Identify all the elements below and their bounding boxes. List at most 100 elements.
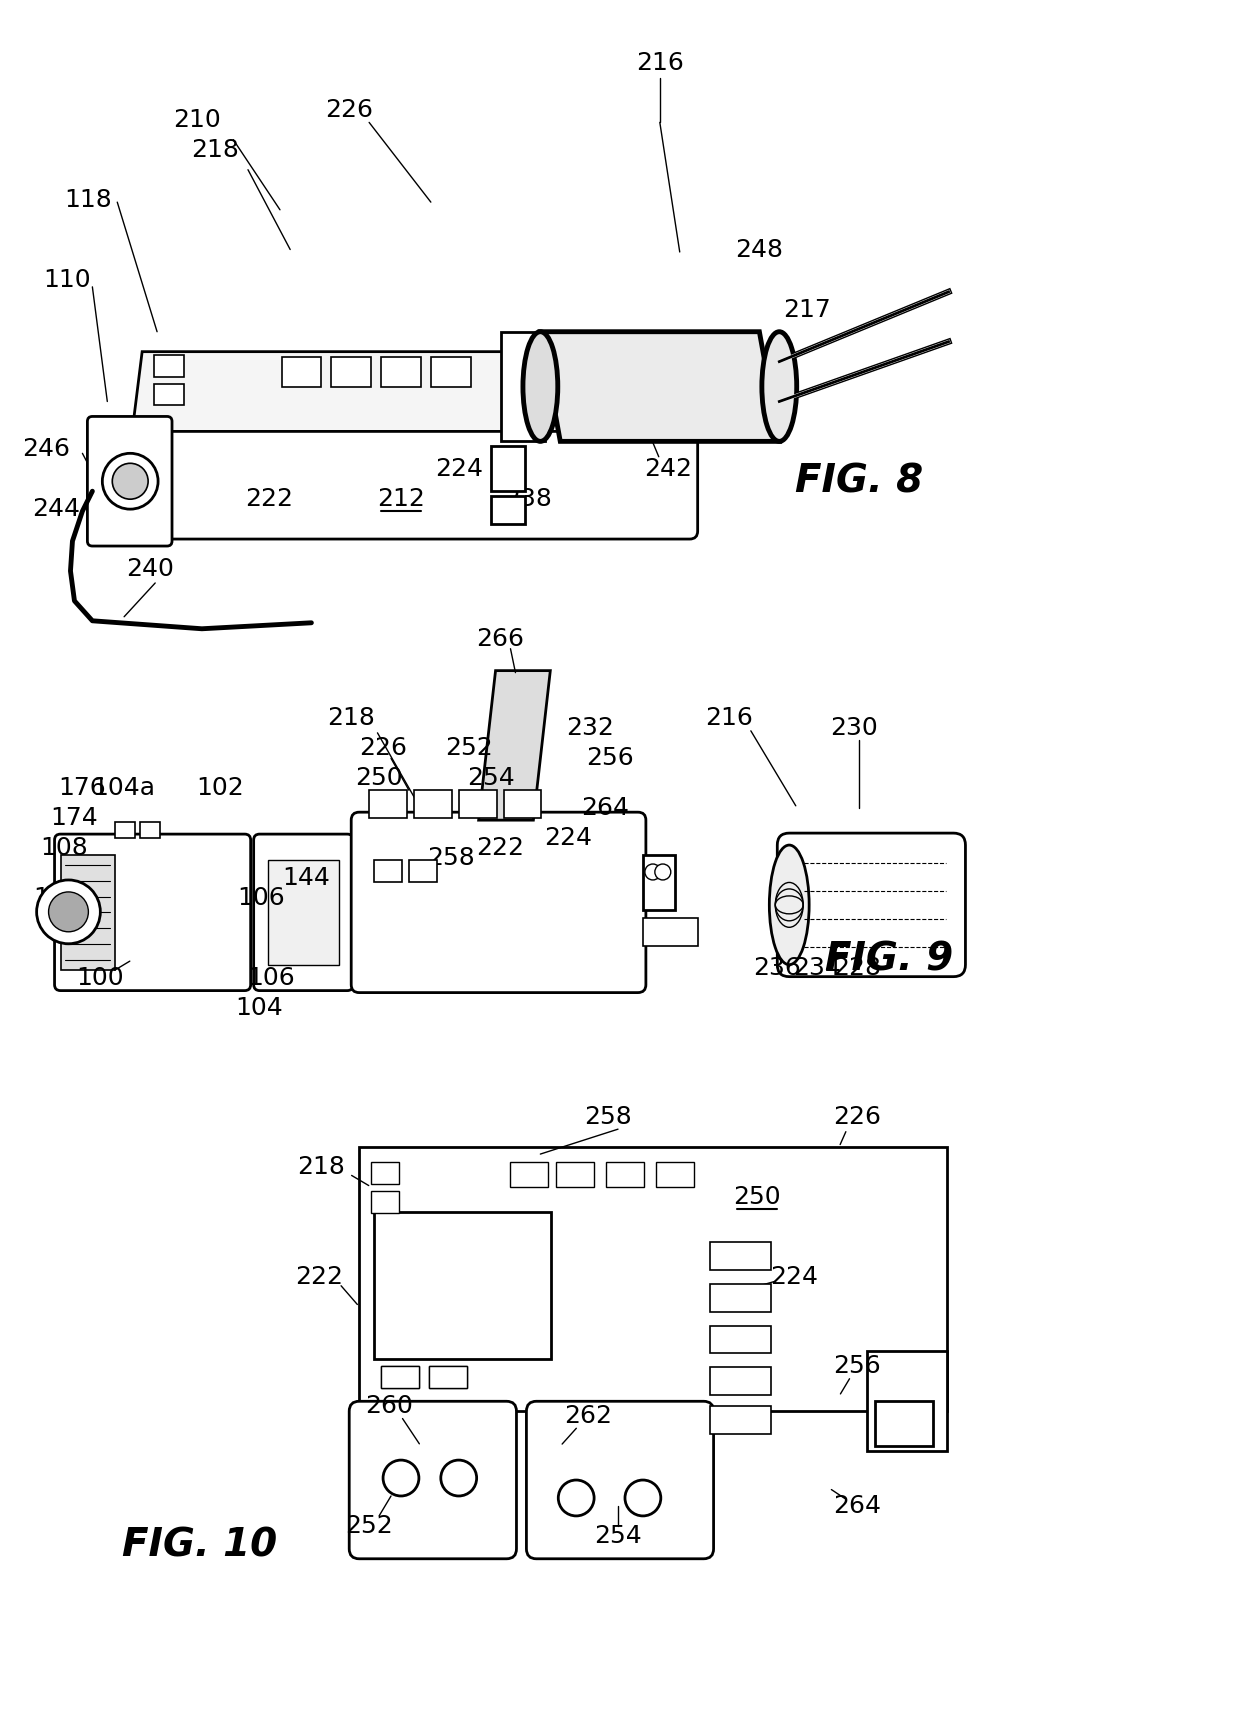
FancyBboxPatch shape — [350, 1401, 517, 1559]
Ellipse shape — [761, 331, 797, 442]
Text: 226: 226 — [833, 1105, 880, 1129]
Bar — [709, 1325, 771, 1354]
Text: 210: 210 — [174, 109, 221, 132]
Polygon shape — [133, 352, 600, 432]
Ellipse shape — [523, 331, 558, 442]
FancyBboxPatch shape — [124, 423, 698, 539]
Text: 250: 250 — [734, 1184, 781, 1209]
Text: 258: 258 — [584, 1105, 632, 1129]
Text: 176: 176 — [58, 777, 107, 801]
Text: 226: 226 — [325, 99, 373, 123]
Text: 100: 100 — [77, 966, 124, 990]
Text: 248: 248 — [735, 238, 784, 262]
Bar — [709, 1406, 771, 1434]
Bar — [491, 496, 526, 524]
Text: 216: 216 — [706, 706, 754, 730]
Text: 250: 250 — [356, 766, 403, 791]
Text: 262: 262 — [564, 1405, 613, 1429]
Bar — [374, 1212, 552, 1359]
Text: 244: 244 — [32, 498, 81, 522]
Bar — [429, 1366, 466, 1389]
Bar — [381, 1366, 419, 1389]
Text: 106: 106 — [238, 886, 285, 910]
Polygon shape — [479, 671, 551, 820]
Text: 230: 230 — [830, 716, 878, 740]
Bar — [511, 1162, 548, 1188]
Text: 224: 224 — [770, 1264, 818, 1288]
Bar — [281, 357, 321, 387]
Text: FIG. 10: FIG. 10 — [123, 1528, 278, 1564]
Circle shape — [645, 864, 661, 879]
Text: 218: 218 — [191, 139, 239, 163]
FancyBboxPatch shape — [777, 832, 966, 976]
Text: 224: 224 — [544, 825, 593, 850]
Text: 258: 258 — [427, 846, 475, 870]
FancyBboxPatch shape — [527, 1401, 713, 1559]
Text: 218: 218 — [298, 1155, 345, 1179]
Text: 252: 252 — [345, 1514, 393, 1538]
Text: 238: 238 — [505, 487, 552, 512]
Text: 216: 216 — [636, 50, 683, 75]
Bar — [491, 446, 526, 491]
Text: 246: 246 — [22, 437, 71, 461]
Bar — [370, 791, 407, 818]
Circle shape — [625, 1481, 661, 1516]
Text: 174: 174 — [51, 806, 98, 831]
FancyBboxPatch shape — [87, 416, 172, 546]
Text: 110: 110 — [33, 886, 82, 910]
Circle shape — [37, 879, 100, 943]
Text: 104: 104 — [236, 995, 284, 1020]
Circle shape — [655, 864, 671, 879]
Text: 242: 242 — [644, 458, 692, 482]
Bar — [154, 383, 184, 406]
FancyBboxPatch shape — [55, 834, 250, 990]
Circle shape — [48, 891, 88, 931]
Text: 108: 108 — [41, 836, 88, 860]
Text: 222: 222 — [246, 487, 294, 512]
Text: 102: 102 — [196, 777, 244, 801]
Text: 260: 260 — [365, 1394, 413, 1418]
Bar — [140, 822, 160, 838]
Text: 234: 234 — [794, 955, 841, 980]
Bar — [867, 1351, 946, 1451]
Bar — [268, 860, 340, 964]
Text: 256: 256 — [587, 746, 634, 770]
Text: 264: 264 — [582, 796, 629, 820]
Text: 226: 226 — [360, 737, 407, 761]
Bar — [429, 1366, 466, 1389]
Text: 224: 224 — [435, 458, 482, 482]
Circle shape — [440, 1460, 476, 1496]
Text: 264: 264 — [833, 1495, 880, 1517]
Circle shape — [558, 1481, 594, 1516]
Text: FIG. 8: FIG. 8 — [795, 463, 923, 499]
Bar — [115, 822, 135, 838]
Text: 104a: 104a — [93, 777, 156, 801]
Text: 236: 236 — [754, 955, 801, 980]
Bar — [371, 1162, 399, 1184]
Text: 218: 218 — [327, 706, 376, 730]
Bar — [381, 357, 420, 387]
Bar — [409, 860, 436, 883]
Bar — [709, 1283, 771, 1311]
Text: 228: 228 — [833, 955, 880, 980]
Text: 252: 252 — [445, 737, 492, 761]
FancyBboxPatch shape — [351, 812, 646, 992]
Text: 110: 110 — [42, 267, 91, 291]
Text: 144: 144 — [283, 865, 330, 890]
Text: 118: 118 — [64, 189, 113, 212]
Text: 212: 212 — [377, 487, 425, 512]
Text: 222: 222 — [295, 1264, 343, 1288]
Bar — [381, 1366, 419, 1389]
FancyBboxPatch shape — [254, 834, 353, 990]
Polygon shape — [541, 331, 779, 442]
Text: 266: 266 — [476, 626, 525, 650]
Bar — [709, 1368, 771, 1396]
Text: 254: 254 — [466, 766, 515, 791]
Text: 106: 106 — [248, 966, 295, 990]
Circle shape — [383, 1460, 419, 1496]
Text: 256: 256 — [833, 1354, 880, 1379]
Bar — [371, 1191, 399, 1212]
Bar — [503, 791, 542, 818]
Bar — [709, 1242, 771, 1269]
Bar — [875, 1401, 932, 1446]
